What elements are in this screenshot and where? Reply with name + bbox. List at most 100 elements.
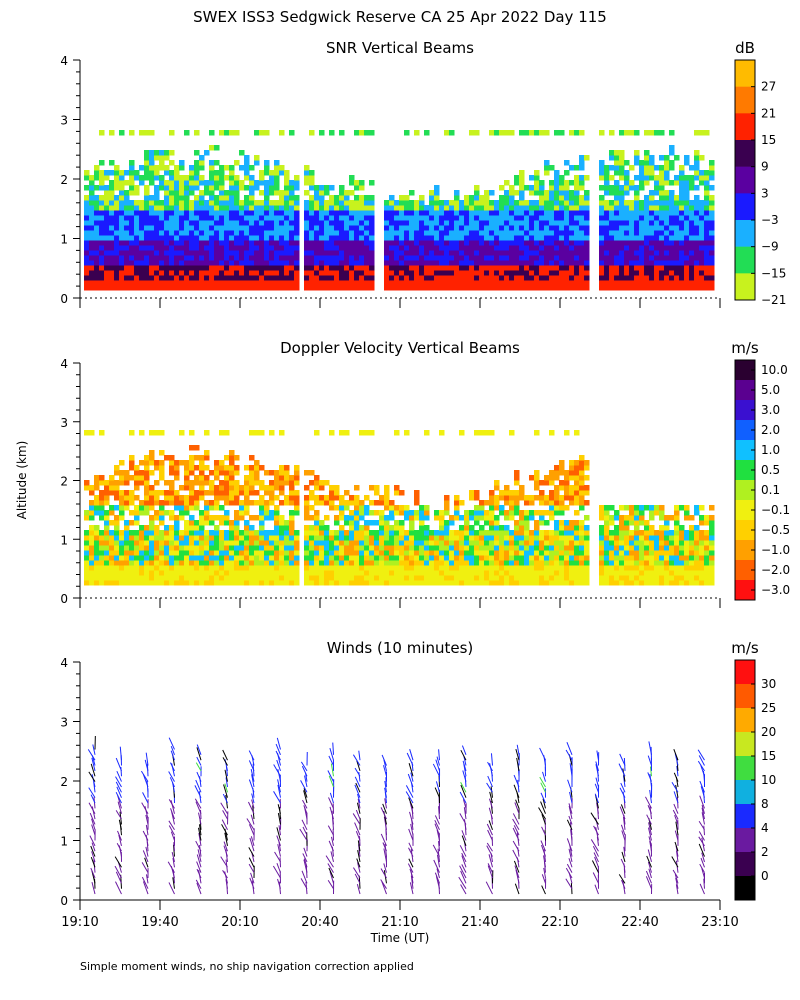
heatmap-cell [649, 250, 655, 256]
heatmap-cell [254, 280, 260, 286]
heatmap-cell [254, 270, 260, 276]
heatmap-cell [174, 285, 180, 291]
heatmap-cell [464, 535, 470, 541]
heatmap-cell [539, 550, 545, 556]
heatmap-cell [669, 580, 675, 586]
heatmap-cell [564, 525, 570, 531]
heatmap-cell [624, 260, 630, 266]
heatmap-cell [619, 260, 625, 266]
heatmap-cell [629, 505, 635, 511]
heatmap-cell [499, 275, 505, 281]
heatmap-cell [234, 180, 240, 186]
heatmap-cell [614, 515, 620, 521]
heatmap-cell [599, 505, 605, 511]
heatmap-cell [154, 280, 160, 286]
heatmap-cell [89, 210, 95, 216]
heatmap-cell [699, 255, 705, 261]
heatmap-cell [209, 540, 215, 546]
heatmap-cell [94, 550, 100, 556]
heatmap-cell [409, 570, 415, 576]
heatmap-cell [539, 565, 545, 571]
heatmap-cell [114, 200, 120, 206]
heatmap-cell [434, 560, 440, 566]
heatmap-cell [344, 200, 350, 206]
heatmap-cell [464, 515, 470, 521]
heatmap-cell [249, 490, 255, 496]
heatmap-cell [249, 240, 255, 246]
heatmap-cell [514, 565, 520, 571]
heatmap-cell [494, 480, 500, 486]
heatmap-cell [309, 505, 315, 511]
heatmap-cell [444, 575, 450, 581]
heatmap-cell [489, 210, 495, 216]
heatmap-cell [124, 565, 130, 571]
heatmap-cell [139, 180, 145, 186]
heatmap-cell [634, 280, 640, 286]
heatmap-cell [349, 200, 355, 206]
heatmap-cell [494, 530, 500, 536]
heatmap-cell [324, 530, 330, 536]
heatmap-cell [369, 280, 375, 286]
heatmap-cell [219, 195, 225, 201]
heatmap-cell [144, 285, 150, 291]
heatmap-cell [409, 260, 415, 266]
heatmap-cell [254, 155, 260, 161]
heatmap-cell [459, 580, 465, 586]
heatmap-cell [394, 430, 400, 436]
heatmap-cell [169, 560, 175, 566]
heatmap-cell [164, 550, 170, 556]
heatmap-cell [664, 575, 670, 581]
heatmap-cell [679, 265, 685, 271]
heatmap-cell [264, 130, 270, 136]
heatmap-cell [554, 490, 560, 496]
heatmap-cell [569, 235, 575, 241]
heatmap-cell [499, 495, 505, 501]
heatmap-cell [314, 530, 320, 536]
heatmap-cell [534, 480, 540, 486]
heatmap-cell [309, 220, 315, 226]
heatmap-cell [169, 250, 175, 256]
heatmap-cell [324, 575, 330, 581]
heatmap-cell [434, 530, 440, 536]
heatmap-cell [434, 255, 440, 261]
heatmap-cell [89, 570, 95, 576]
heatmap-cell [584, 500, 590, 506]
heatmap-cell [399, 270, 405, 276]
heatmap-cell [244, 155, 250, 161]
heatmap-cell [509, 280, 515, 286]
heatmap-cell [464, 250, 470, 256]
heatmap-cell [184, 560, 190, 566]
heatmap-cell [474, 280, 480, 286]
heatmap-cell [604, 250, 610, 256]
heatmap-cell [224, 570, 230, 576]
heatmap-cell [369, 265, 375, 271]
heatmap-cell [554, 530, 560, 536]
heatmap-cell [219, 485, 225, 491]
heatmap-cell [344, 570, 350, 576]
heatmap-cell [199, 180, 205, 186]
heatmap-cell [694, 185, 700, 191]
heatmap-cell [634, 510, 640, 516]
heatmap-cell [534, 550, 540, 556]
heatmap-cell [344, 255, 350, 261]
heatmap-cell [389, 210, 395, 216]
heatmap-cell [269, 255, 275, 261]
heatmap-cell [674, 570, 680, 576]
heatmap-cell [674, 260, 680, 266]
heatmap-cell [614, 535, 620, 541]
heatmap-cell [509, 555, 515, 561]
heatmap-cell [619, 245, 625, 251]
heatmap-cell [529, 205, 535, 211]
heatmap-cell [479, 540, 485, 546]
heatmap-cell [319, 285, 325, 291]
heatmap-cell [384, 205, 390, 211]
heatmap-cell [289, 530, 295, 536]
heatmap-cell [324, 225, 330, 231]
heatmap-cell [559, 210, 565, 216]
heatmap-cell [459, 265, 465, 271]
heatmap-cell [389, 530, 395, 536]
heatmap-cell [569, 225, 575, 231]
heatmap-cell [139, 220, 145, 226]
heatmap-cell [614, 510, 620, 516]
heatmap-cell [469, 260, 475, 266]
